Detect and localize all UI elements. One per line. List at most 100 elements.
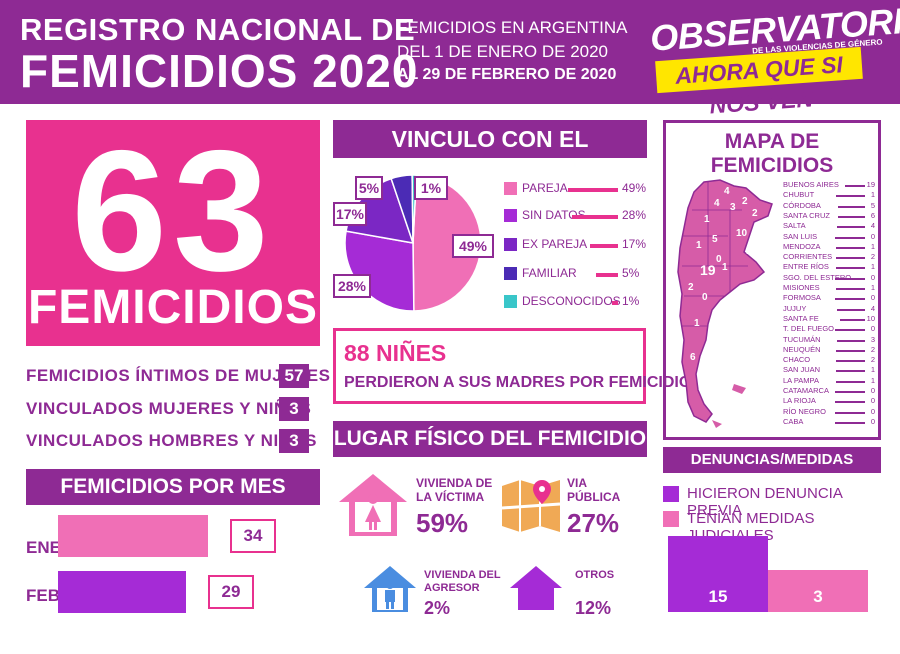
province-row: CHACO 2 xyxy=(783,355,875,366)
province-row: CATAMARCA 0 xyxy=(783,386,875,397)
province-line xyxy=(837,226,865,229)
legend-label: FAMILIAR xyxy=(522,266,577,280)
breakdown-value: 3 xyxy=(279,429,309,453)
map-label: 4 xyxy=(724,186,730,197)
map-label: 1 xyxy=(704,214,710,225)
map-label: 1 xyxy=(694,318,700,329)
vinculo-title: VINCULO CON EL AGRESOR xyxy=(333,120,647,190)
province-value: 4 xyxy=(870,303,875,313)
map-label: 4 xyxy=(714,198,720,209)
province-line xyxy=(835,411,865,414)
legend-value: 17% xyxy=(622,237,647,251)
province-line xyxy=(836,360,865,363)
map-label: 2 xyxy=(688,282,694,293)
legend-label: DESCONOCIDOS xyxy=(522,294,621,308)
lugar-value: 12% xyxy=(575,598,612,618)
denuncias-title: DENUNCIAS/MEDIDAS JUDICIALES xyxy=(663,447,881,494)
province-row: NEUQUÉN 2 xyxy=(783,345,875,356)
orphans-text: PERDIERON A SUS MADRES POR FEMICIDIO xyxy=(344,374,692,391)
province-name: SANTA CRUZ xyxy=(783,210,830,220)
province-row: SAN LUIS 0 xyxy=(783,232,875,243)
lugar-label: AGRESOR xyxy=(424,582,480,594)
province-line xyxy=(835,288,865,290)
province-name: SAN JUAN xyxy=(783,365,821,375)
legend-line xyxy=(590,244,618,248)
breakdown-label: VINCULADOS HOMBRES Y NIÑOS xyxy=(26,431,318,450)
province-row: CÓRDOBA 5 xyxy=(783,201,875,212)
subtitle-line3: AL 29 DE FEBRERO DE 2020 xyxy=(397,66,617,83)
province-name: BUENOS AIRES xyxy=(783,180,839,189)
province-line xyxy=(835,329,865,332)
map-label: 2 xyxy=(742,196,748,207)
lugar-value: 27% xyxy=(567,508,620,538)
province-name: SGO. DEL ESTERO xyxy=(783,272,852,282)
province-value: 10 xyxy=(866,313,875,323)
month-value: 34 xyxy=(230,519,276,553)
total-label: FEMICIDIOS xyxy=(27,281,318,334)
province-value: 5 xyxy=(870,200,875,210)
lugar-label: OTROS xyxy=(575,569,615,581)
province-value: 0 xyxy=(870,386,875,395)
province-value: 1 xyxy=(870,365,875,375)
province-line xyxy=(837,205,865,208)
legend-value: 1% xyxy=(622,294,640,308)
province-value: 2 xyxy=(870,344,875,354)
month-label: ENE xyxy=(26,538,61,557)
province-name: MENDOZA xyxy=(783,241,821,251)
province-name: CÓRDOBA xyxy=(783,200,821,210)
province-value: 0 xyxy=(870,272,875,282)
lugar-label: VIVIENDA DEL xyxy=(424,569,501,581)
province-name: T. DEL FUEGO xyxy=(783,324,834,334)
province-row: SGO. DEL ESTERO 0 xyxy=(783,273,875,284)
province-line xyxy=(835,246,865,249)
province-line xyxy=(835,277,865,280)
province-name: CORRIENTES xyxy=(783,252,833,262)
province-line xyxy=(835,380,865,383)
legend-label: HICIERON DENUNCIA PREVIA xyxy=(687,485,843,519)
lugar-title: LUGAR FÍSICO DEL FEMICIDIO xyxy=(333,421,647,457)
lugar-value: 2% xyxy=(424,598,451,618)
province-line xyxy=(840,318,865,321)
province-row: T. DEL FUEGO 0 xyxy=(783,324,875,335)
bar-value: 15 xyxy=(708,587,728,606)
province-name: LA PAMPA xyxy=(783,375,819,385)
province-value: 1 xyxy=(870,375,875,385)
province-row: BUENOS AIRES 19 xyxy=(783,180,875,191)
province-name: CHACO xyxy=(783,355,811,365)
province-value: 4 xyxy=(870,221,875,231)
map-label: 10 xyxy=(736,228,748,239)
subtitle-line1: FEMICIDIOS EN ARGENTINA xyxy=(397,18,628,37)
legend-value: 5% xyxy=(622,266,640,280)
map-label: 19 xyxy=(700,262,716,278)
province-name: MISIONES xyxy=(783,283,820,292)
province-value: 0 xyxy=(870,293,875,303)
house-icon xyxy=(510,566,562,610)
lugar-label: PÚBLICA xyxy=(567,490,621,504)
province-name: CABA xyxy=(783,416,804,426)
province-value: 1 xyxy=(870,262,875,272)
province-row: SANTA CRUZ 6 xyxy=(783,211,875,222)
province-value: 3 xyxy=(870,334,875,344)
province-row: FORMOSA 0 xyxy=(783,293,875,304)
pie-label: 49% xyxy=(452,234,494,258)
province-row: RÍO NEGRO 0 xyxy=(783,407,875,418)
legend-swatch xyxy=(504,295,517,308)
legend-swatch xyxy=(504,209,517,222)
province-line xyxy=(835,267,865,270)
breakdown-label: VINCULADOS MUJERES Y NIÑAS xyxy=(26,399,312,418)
province-line xyxy=(836,349,865,352)
province-row: SAN JUAN 1 xyxy=(783,365,875,376)
page-title-line2: FEMICIDIOS 2020 xyxy=(20,45,419,97)
map-label: 1 xyxy=(696,240,702,251)
subtitle-line2: DEL 1 DE ENERO DE 2020 xyxy=(397,42,609,61)
province-row: CORRIENTES 2 xyxy=(783,252,875,263)
legend-value: 28% xyxy=(622,208,647,222)
legend-swatch xyxy=(504,182,517,195)
province-row: LA PAMPA 1 xyxy=(783,376,875,387)
orphans-box xyxy=(333,328,646,404)
breakdown-value: 3 xyxy=(279,397,309,421)
legend-swatch xyxy=(663,486,679,502)
breakdown-label: FEMICIDIOS ÍNTIMOS DE MUJERES xyxy=(26,366,331,385)
map-box xyxy=(663,120,881,440)
province-row: SALTA 4 xyxy=(783,221,875,232)
